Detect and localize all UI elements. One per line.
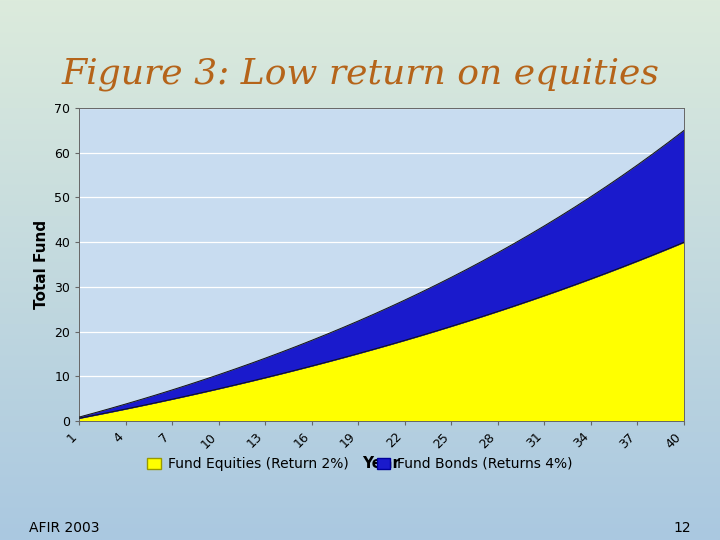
X-axis label: Year: Year xyxy=(363,456,400,471)
Y-axis label: Total Fund: Total Fund xyxy=(34,220,49,309)
Legend: Fund Equities (Return 2%), Fund Bonds (Returns 4%): Fund Equities (Return 2%), Fund Bonds (R… xyxy=(147,457,573,471)
Text: Figure 3: Low return on equities: Figure 3: Low return on equities xyxy=(61,57,659,91)
Text: AFIR 2003: AFIR 2003 xyxy=(29,521,99,535)
Text: 12: 12 xyxy=(674,521,691,535)
